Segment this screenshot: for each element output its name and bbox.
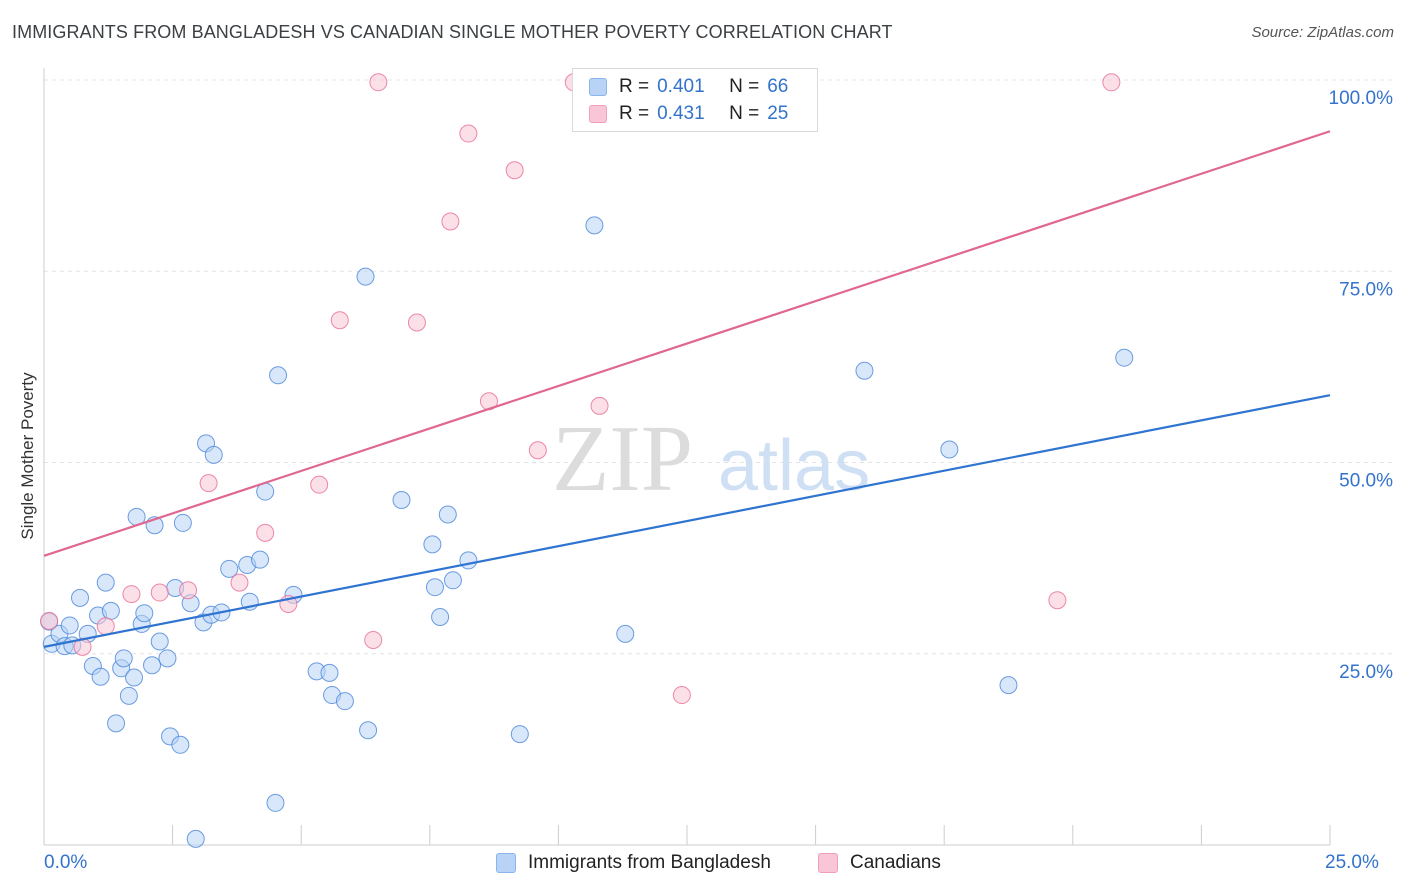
trend-lines <box>43 130 1331 648</box>
point-bangladesh <box>510 725 529 744</box>
point-canadians <box>310 475 329 494</box>
point-bangladesh <box>356 267 375 286</box>
y-tick-label: 100.0% <box>1329 88 1394 109</box>
point-bangladesh <box>1115 348 1134 367</box>
legend-row-canadians: R = 0.431 N = 25 <box>589 102 788 126</box>
point-bangladesh <box>616 624 635 643</box>
point-bangladesh <box>425 578 444 597</box>
n-value: 66 <box>767 76 789 97</box>
point-bangladesh <box>125 668 144 687</box>
point-bangladesh <box>71 588 90 607</box>
legend-label: Immigrants from Bangladesh <box>528 852 771 873</box>
point-canadians <box>459 124 478 143</box>
legend-label: Canadians <box>850 852 941 873</box>
point-bangladesh <box>135 604 154 623</box>
point-bangladesh <box>359 721 378 740</box>
point-canadians <box>330 311 349 330</box>
y-tick-label: 50.0% <box>1339 471 1393 492</box>
point-bangladesh <box>320 663 339 682</box>
chart-title: IMMIGRANTS FROM BANGLADESH VS CANADIAN S… <box>12 22 893 42</box>
legend-swatch-blue <box>496 853 516 873</box>
trend-line-canadians <box>43 130 1331 557</box>
point-canadians <box>199 474 218 493</box>
point-bangladesh <box>171 735 190 754</box>
point-bangladesh <box>438 505 457 524</box>
legend-row-bangladesh: R = 0.401 N = 66 <box>589 75 788 99</box>
source-note: Source: ZipAtlas.com <box>1251 24 1394 41</box>
point-bangladesh <box>423 535 442 554</box>
trend-line-bangladesh <box>43 394 1331 648</box>
legend-swatch-pink <box>818 853 838 873</box>
point-canadians <box>1102 73 1121 92</box>
y-axis-label: Single Mother Poverty <box>18 372 37 540</box>
series-legend: Immigrants from Bangladesh Canadians <box>0 852 1406 878</box>
point-canadians <box>122 585 141 604</box>
point-canadians <box>441 212 460 231</box>
point-canadians <box>179 581 198 600</box>
y-tick-label: 75.0% <box>1339 279 1393 300</box>
point-bangladesh <box>91 667 110 686</box>
point-bangladesh <box>114 649 133 668</box>
legend-item-bangladesh[interactable]: Immigrants from Bangladesh <box>496 852 771 874</box>
stats-legend: R = 0.401 N = 66 R = 0.431 N = 25 <box>572 68 818 132</box>
point-canadians <box>40 611 59 630</box>
r-value: 0.431 <box>657 103 705 124</box>
y-tick-label: 25.0% <box>1339 662 1393 683</box>
watermark: ZIP atlas <box>552 407 870 511</box>
legend-swatch-blue <box>589 78 607 96</box>
r-label: R = <box>619 103 650 124</box>
point-bangladesh <box>143 656 162 675</box>
point-canadians <box>528 441 547 460</box>
n-label: N = <box>729 76 760 97</box>
point-bangladesh <box>60 616 79 635</box>
point-bangladesh <box>585 216 604 235</box>
watermark-atlas: atlas <box>718 426 870 506</box>
y-tick-labels: 100.0% 75.0% 50.0% 25.0% <box>1329 88 1394 683</box>
point-bangladesh <box>158 649 177 668</box>
point-canadians <box>590 396 609 415</box>
legend-swatch-pink <box>589 105 607 123</box>
point-bangladesh <box>173 513 192 532</box>
point-canadians <box>96 617 115 636</box>
point-canadians <box>364 630 383 649</box>
x-tick-max: 25.0% <box>1325 852 1379 873</box>
point-canadians <box>1048 591 1067 610</box>
point-bangladesh <box>443 571 462 590</box>
r-label: R = <box>619 76 650 97</box>
point-bangladesh <box>431 608 450 627</box>
n-value: 25 <box>767 103 789 124</box>
watermark-zip: ZIP <box>552 407 693 511</box>
point-bangladesh <box>220 559 239 578</box>
point-bangladesh <box>266 793 285 812</box>
point-bangladesh <box>335 692 354 711</box>
point-bangladesh <box>999 676 1018 695</box>
point-bangladesh <box>251 550 270 569</box>
point-bangladesh <box>107 714 126 733</box>
point-bangladesh <box>940 440 959 459</box>
point-canadians <box>256 523 275 542</box>
point-bangladesh <box>119 686 138 705</box>
point-canadians <box>230 573 249 592</box>
point-canadians <box>369 73 388 92</box>
point-bangladesh <box>150 632 169 651</box>
point-canadians <box>505 161 524 180</box>
point-bangladesh <box>101 601 120 620</box>
point-canadians <box>672 686 691 705</box>
r-value: 0.401 <box>657 76 705 97</box>
point-bangladesh <box>392 490 411 509</box>
axes <box>43 68 1331 846</box>
legend-item-canadians[interactable]: Canadians <box>818 852 941 874</box>
point-canadians <box>150 583 169 602</box>
point-bangladesh <box>186 829 205 848</box>
point-bangladesh <box>459 551 478 570</box>
n-label: N = <box>729 103 760 124</box>
point-bangladesh <box>855 361 874 380</box>
point-bangladesh <box>269 366 288 385</box>
point-bangladesh <box>96 573 115 592</box>
point-canadians <box>407 313 426 332</box>
x-tick-min: 0.0% <box>44 852 88 873</box>
point-bangladesh <box>204 445 223 464</box>
